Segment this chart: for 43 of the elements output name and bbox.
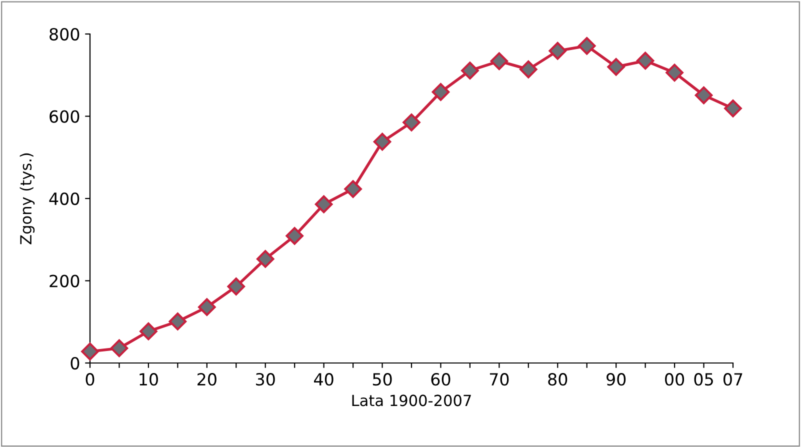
point xyxy=(490,52,508,70)
y-tick-label: 400 xyxy=(49,192,80,206)
y-axis-title: Zgony (tys.) xyxy=(20,153,35,244)
point xyxy=(578,37,596,55)
x-tick-label: 40 xyxy=(314,373,334,386)
x-tick-label: 20 xyxy=(198,373,216,386)
point xyxy=(724,100,742,118)
point xyxy=(402,114,420,132)
y-tick-label: 800 xyxy=(50,28,80,41)
point xyxy=(256,250,274,268)
point xyxy=(286,227,304,245)
x-tick-label: 10 xyxy=(140,373,158,386)
y-tick-label: 200 xyxy=(50,274,80,288)
x-tick-label: 30 xyxy=(256,373,275,386)
point xyxy=(314,195,333,214)
x-tick-label: 0 xyxy=(86,373,94,386)
x-tick-label: 60 xyxy=(431,373,450,386)
x-tick-label: 00 xyxy=(665,373,684,386)
point xyxy=(227,278,246,296)
point xyxy=(168,312,187,330)
x-tick-label: 07 xyxy=(723,373,742,386)
point xyxy=(694,86,713,104)
point xyxy=(81,342,99,360)
x-axis-title: Lata 1900-2007 xyxy=(352,394,471,406)
point xyxy=(344,180,362,198)
y-tick-label: 0 xyxy=(70,356,80,370)
point xyxy=(140,322,158,340)
point xyxy=(636,52,654,70)
y-tick-label: 600 xyxy=(50,110,80,123)
x-tick-label: 70 xyxy=(490,373,509,386)
point xyxy=(607,58,625,76)
x-tick-label: 50 xyxy=(372,373,392,386)
point xyxy=(110,339,128,358)
point xyxy=(520,60,538,78)
point xyxy=(461,62,479,80)
x-tick-label: 90 xyxy=(606,373,626,386)
point xyxy=(198,298,216,316)
point xyxy=(666,64,684,82)
x-tick-label: 80 xyxy=(548,373,568,386)
x-tick-label: 05 xyxy=(694,373,713,386)
point xyxy=(432,83,450,101)
point xyxy=(548,42,567,60)
point xyxy=(373,132,392,151)
